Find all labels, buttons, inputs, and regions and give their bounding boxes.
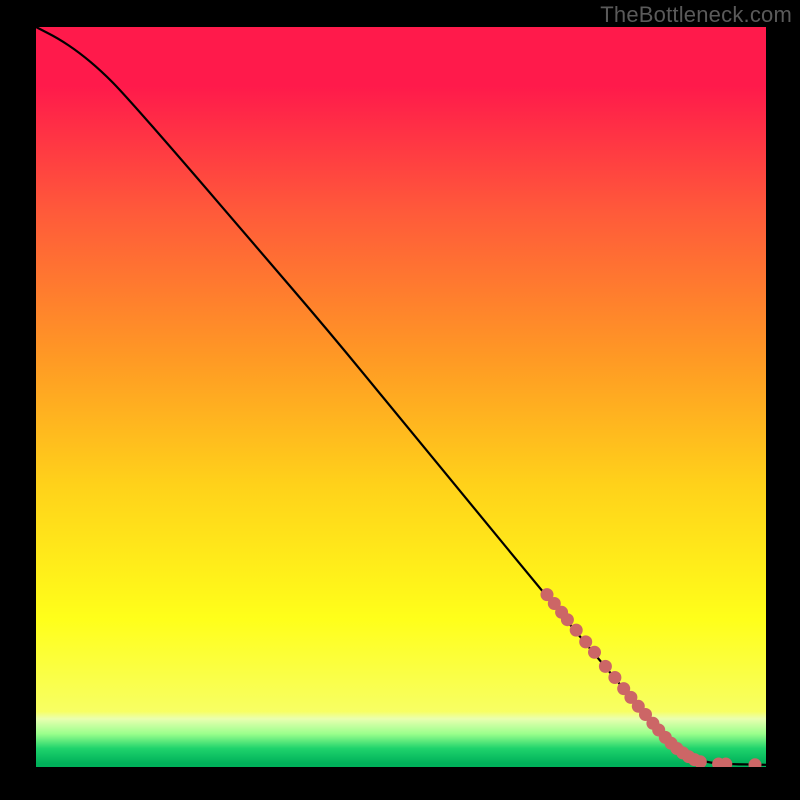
watermark-text: TheBottleneck.com [600,2,792,28]
plot-area [36,27,766,767]
data-point [720,758,732,767]
data-point [561,614,573,626]
data-point [589,646,601,658]
chart-frame: TheBottleneck.com [0,0,800,800]
data-point [609,672,621,684]
data-point [749,759,761,767]
data-point [599,660,611,672]
bottleneck-curve [36,27,766,765]
data-point [580,636,592,648]
data-point [694,756,706,767]
data-point [570,624,582,636]
chart-svg [36,27,766,767]
